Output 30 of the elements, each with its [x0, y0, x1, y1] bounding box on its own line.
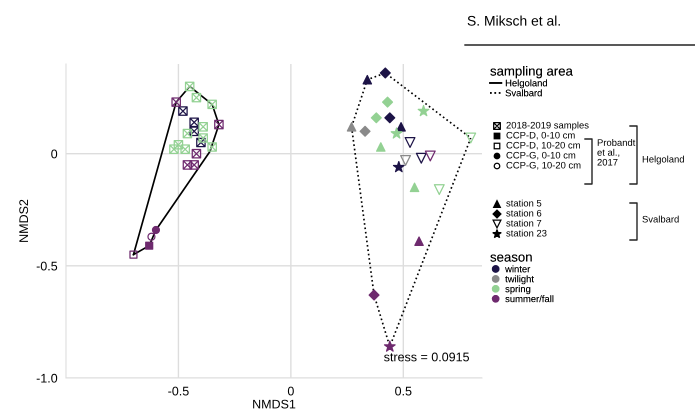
x-tick-label: 0.5	[395, 386, 412, 396]
y-tick-label: -0.5	[36, 262, 58, 271]
y-tick-label: 0	[51, 150, 58, 158]
text: sampling area	[490, 66, 573, 78]
legend-label: winter	[505, 265, 530, 272]
text: station 23	[506, 230, 547, 237]
legend-label: summer/fall	[505, 295, 554, 302]
text: station 5	[506, 200, 542, 207]
legend-label: spring	[505, 285, 530, 294]
y-tick-label: -1.0	[36, 374, 58, 383]
text: CCP-G, 10-20 cm	[506, 162, 580, 170]
text: Svalbard	[642, 216, 679, 223]
legend-label: twilight	[505, 275, 534, 284]
text: season	[490, 254, 532, 262]
text: station 6	[506, 210, 542, 217]
text: 2018-2019 samples	[506, 122, 589, 130]
text: Helgoland	[642, 156, 684, 164]
text: CCP-D, 0-10 cm	[506, 132, 575, 140]
x-tick-label: 0	[288, 386, 294, 396]
text: CCP-G, 0-10 cm	[506, 152, 576, 160]
legend-label: Svalbard	[506, 89, 542, 96]
text: S. Miksch et al.	[468, 16, 560, 26]
text: station 7	[506, 220, 542, 227]
legend-label: Helgoland	[506, 79, 548, 88]
text: CCP-D, 10-20 cm	[506, 142, 580, 150]
annotation: stress = 0.0915	[384, 352, 469, 362]
text: Probandt et al., 2017	[597, 139, 636, 166]
x-tick-label: -0.5	[168, 386, 189, 396]
x-axis-title: NMDS1	[253, 400, 296, 409]
y-axis-title: NMDS2	[19, 200, 28, 242]
